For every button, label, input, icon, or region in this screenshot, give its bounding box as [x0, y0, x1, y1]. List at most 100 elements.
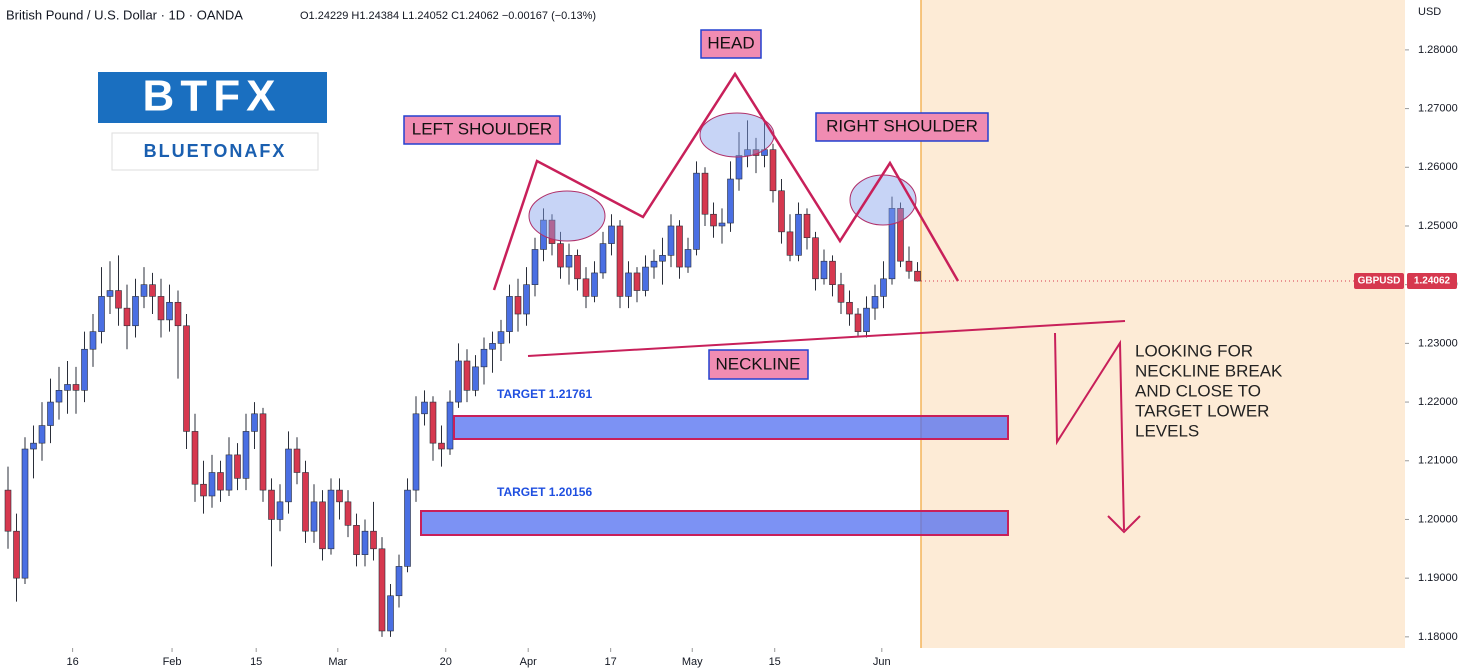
- candle-body: [395, 566, 403, 597]
- candle-body: [319, 501, 326, 550]
- candle-body: [64, 384, 71, 391]
- candle-body: [327, 489, 335, 550]
- logo-text: BTFX: [143, 72, 282, 121]
- currency: USD: [1418, 6, 1441, 18]
- candle-body: [81, 348, 88, 391]
- candle-body: [497, 331, 505, 344]
- candle-body: [200, 483, 207, 497]
- y-tick-label: 1.20000: [1418, 513, 1458, 525]
- highlight: [849, 174, 917, 226]
- note-line: NECKLINE BREAK: [1135, 361, 1283, 380]
- candle-body: [353, 525, 360, 555]
- note-line: TARGET LOWER: [1135, 401, 1269, 420]
- candle-body: [633, 272, 641, 291]
- y-tick-label: 1.27000: [1418, 102, 1458, 114]
- candle-body: [472, 366, 479, 391]
- candle-body: [914, 270, 921, 282]
- arrow-head: [1107, 515, 1141, 534]
- x-tick-label: 15: [769, 656, 781, 668]
- candle-body: [208, 472, 216, 497]
- candle-body: [854, 313, 862, 332]
- candle-body: [38, 425, 46, 444]
- candle-body: [625, 272, 632, 297]
- candle-body: [132, 296, 139, 327]
- price-axis: [1405, 0, 1460, 670]
- candle-body: [599, 243, 607, 274]
- candle-body: [871, 296, 879, 309]
- candle-body: [540, 219, 547, 250]
- symbol-tag-text: GBPUSD: [1358, 276, 1401, 287]
- x-tick-label: 20: [440, 656, 452, 668]
- candle-body: [421, 401, 428, 415]
- candle-body: [718, 222, 726, 227]
- candle-body: [438, 442, 445, 450]
- candle-body: [310, 501, 318, 532]
- candle-body: [463, 360, 471, 391]
- neckline: [527, 320, 1126, 357]
- candle-body: [412, 413, 420, 491]
- highlight: [528, 190, 606, 242]
- target-label: TARGET 1.21761: [497, 387, 592, 401]
- candle-body: [795, 213, 802, 256]
- candle-body: [370, 530, 377, 550]
- candle-body: [727, 178, 734, 224]
- future-zone: [921, 0, 1405, 648]
- candle-body: [387, 595, 394, 632]
- candle-body: [676, 225, 683, 268]
- candle-body: [735, 155, 743, 180]
- candles: [4, 120, 921, 637]
- x-tick-label: Mar: [328, 656, 347, 668]
- x-tick-label: Feb: [163, 656, 182, 668]
- x-tick-label: 15: [250, 656, 262, 668]
- candle-body: [642, 266, 649, 291]
- logo-subtext: BLUETONAFX: [144, 141, 287, 161]
- candle-body: [4, 489, 12, 532]
- candle-body: [89, 331, 97, 350]
- candle-body: [455, 360, 462, 403]
- candle-body: [786, 231, 794, 256]
- annotation: LEFT SHOULDER: [412, 119, 552, 138]
- logo-sub-box: [111, 132, 319, 171]
- symbol-tag: [1354, 273, 1404, 290]
- y-tick-label: 1.25000: [1418, 220, 1458, 232]
- candle-body: [659, 255, 666, 262]
- candle-body: [701, 172, 709, 215]
- y-tick-label: 1.23000: [1418, 337, 1458, 349]
- note-line: LEVELS: [1135, 421, 1199, 440]
- price-tag: [1407, 273, 1457, 290]
- candle-body: [863, 307, 870, 332]
- y-tick-label: 1.21000: [1418, 455, 1458, 467]
- candle-body: [565, 255, 573, 268]
- annotation-box: [700, 29, 762, 59]
- candle-body: [489, 343, 496, 350]
- y-tick-label: 1.26000: [1418, 161, 1458, 173]
- candle-body: [404, 489, 411, 567]
- candle-body: [13, 530, 20, 579]
- candle-body: [446, 401, 454, 450]
- candle-body: [293, 448, 301, 473]
- annotation-box: [815, 112, 989, 142]
- candle-body: [98, 296, 105, 332]
- candle-body: [378, 548, 386, 632]
- candle-body: [769, 149, 777, 192]
- annotation-box: [403, 115, 561, 145]
- candle-body: [336, 489, 343, 503]
- candle-body: [667, 225, 675, 256]
- candle-body: [302, 472, 309, 532]
- candle-body: [166, 301, 173, 321]
- x-tick-label: Apr: [520, 656, 537, 668]
- candle-body: [242, 431, 250, 479]
- candle-body: [506, 296, 513, 332]
- candle-body: [480, 348, 488, 368]
- candle-body: [582, 278, 590, 297]
- candle-body: [225, 454, 233, 491]
- target-zone: [420, 510, 1009, 536]
- candle-body: [616, 225, 624, 297]
- annotation-box: [708, 349, 809, 380]
- candle-body: [115, 290, 122, 309]
- candle-body: [557, 243, 564, 268]
- x-tick-label: 16: [66, 656, 78, 668]
